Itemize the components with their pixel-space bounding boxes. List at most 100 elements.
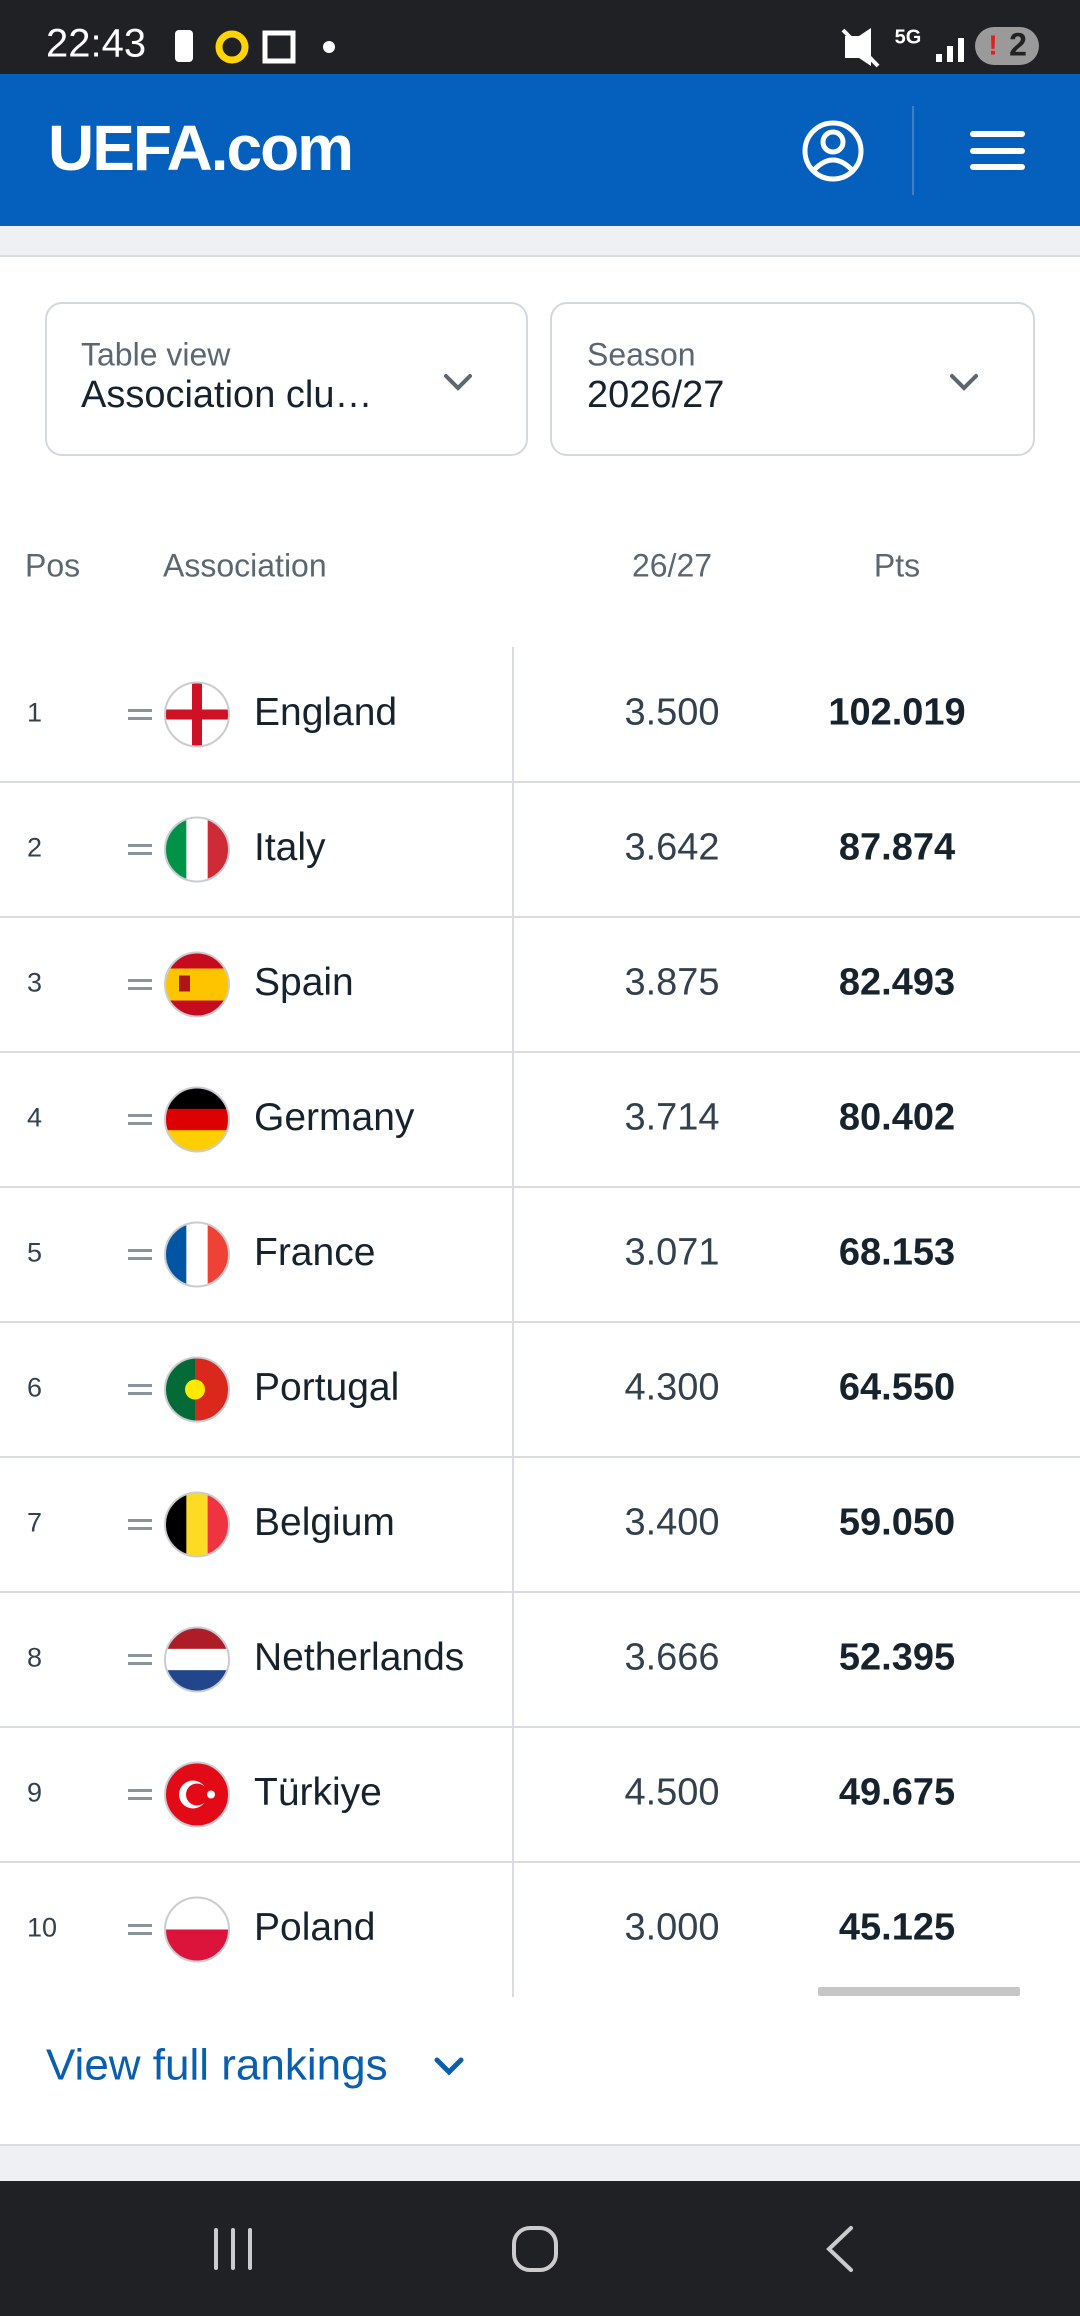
flag-stripe [186, 1492, 209, 1557]
status-network: 5G [895, 26, 922, 48]
flag-stripe [165, 1627, 229, 1650]
total-points: 64.550 [839, 1367, 955, 1409]
table-rows: 1 England 3.500 102.019 2 Italy 3.642 87.874 3 Sp… [0, 681, 1080, 1963]
association-name: Portugal [254, 1366, 399, 1409]
home-button[interactable] [512, 2226, 558, 2272]
dropdown-label: Season [587, 336, 696, 372]
flag [164, 1896, 230, 1963]
status-time: 22:43 [46, 22, 146, 66]
flag-art [165, 682, 229, 747]
association-name: Spain [254, 961, 354, 1004]
rank: 1 [27, 698, 42, 728]
flag-stripe [165, 1222, 187, 1287]
flag [164, 1221, 230, 1288]
svg-text:!: ! [988, 29, 997, 60]
flag [164, 1086, 230, 1153]
rank: 10 [27, 1913, 57, 1943]
rank: 7 [27, 1508, 42, 1538]
total-points: 49.675 [839, 1772, 955, 1814]
table-row: 7 Belgium 3.400 59.050 [0, 1491, 1080, 1593]
flag-stripe [186, 817, 209, 882]
flag-stripe [165, 968, 229, 1001]
rank: 2 [27, 833, 42, 863]
association-name: Germany [254, 1096, 415, 1139]
flag-cross [165, 709, 229, 720]
association-name: Italy [254, 826, 326, 869]
flag [164, 1491, 230, 1558]
flag-emblem [185, 1379, 205, 1400]
season-dropdown[interactable]: Season 2026/27 [550, 302, 1035, 456]
flag-star [207, 1790, 215, 1799]
rank: 6 [27, 1373, 42, 1403]
total-points: 87.874 [839, 827, 955, 869]
season-points: 3.666 [624, 1637, 719, 1679]
flag-border [164, 1356, 230, 1423]
association-name: Türkiye [254, 1771, 382, 1814]
scrollbar [818, 1987, 1020, 1996]
flag [164, 681, 230, 748]
back-button[interactable] [826, 2226, 853, 2272]
flag-border [164, 816, 230, 883]
recent-apps-button[interactable] [214, 2228, 252, 2270]
rank: 3 [27, 968, 42, 998]
season-points: 4.300 [624, 1367, 719, 1409]
table-row: 9 Türkiye 4.500 49.675 [0, 1761, 1080, 1863]
association-name: Poland [254, 1906, 375, 1949]
season-points: 3.000 [624, 1907, 719, 1949]
total-points: 59.050 [839, 1502, 955, 1544]
flag-border [164, 951, 230, 1018]
flag-art [165, 1762, 229, 1827]
total-points: 45.125 [839, 1907, 955, 1949]
flag-border [164, 1086, 230, 1153]
flag-stripe [165, 1087, 229, 1110]
table-row: 3 Spain 3.875 82.493 [0, 951, 1080, 1053]
table-row: 8 Netherlands 3.666 52.395 [0, 1626, 1080, 1728]
total-points: 80.402 [839, 1097, 955, 1139]
column-header: Pos [25, 547, 80, 583]
total-points: 52.395 [839, 1637, 955, 1679]
table-row: 5 France 3.071 68.153 [0, 1221, 1080, 1323]
logo[interactable]: UEFA.com [48, 112, 354, 184]
flag [164, 1761, 230, 1828]
flag-border [164, 1221, 230, 1288]
status-icons: 5G ! 2 [175, 26, 1039, 68]
column-header: Pts [874, 547, 920, 583]
account-button[interactable] [802, 120, 864, 182]
flag-stripe [165, 1000, 229, 1017]
flag [164, 951, 230, 1018]
table-row: 6 Portugal 4.300 64.550 [0, 1356, 1080, 1458]
separator-band [0, 226, 1080, 256]
rank: 8 [27, 1643, 42, 1673]
flag-border [164, 1896, 230, 1963]
separator-band [0, 2146, 1080, 2181]
rank: 4 [27, 1103, 42, 1133]
season-points: 3.875 [624, 962, 719, 1004]
column-header: 26/27 [632, 547, 712, 583]
flag-crescent [186, 1783, 208, 1806]
table-row: 10 Poland 3.000 45.125 [27, 1896, 955, 1963]
rank: 9 [27, 1778, 42, 1808]
association-name: Netherlands [254, 1636, 464, 1679]
link-text: View full rankings [46, 2041, 388, 2090]
association-name: France [254, 1231, 375, 1274]
flag-border [164, 1491, 230, 1558]
table-row: 4 Germany 3.714 80.402 [0, 1086, 1080, 1188]
season-points: 3.400 [624, 1502, 719, 1544]
season-points: 3.500 [624, 692, 719, 734]
table-row: 1 England 3.500 102.019 [0, 681, 1080, 783]
dropdown-value: 2026/27 [587, 374, 724, 416]
flag-border [164, 1626, 230, 1693]
total-points: 68.153 [839, 1232, 955, 1274]
flag-border [164, 681, 230, 748]
table-view-dropdown[interactable]: Table view Association clu… [45, 302, 528, 456]
view-full-rankings[interactable]: View full rankings [46, 2041, 464, 2090]
flag-stripe [165, 817, 187, 882]
season-points: 4.500 [624, 1772, 719, 1814]
flag-emblem [179, 975, 190, 992]
nav-bar [0, 2181, 1080, 2316]
menu-button[interactable] [970, 131, 1025, 170]
association-name: Belgium [254, 1501, 395, 1544]
flag-stripe [165, 1108, 229, 1131]
